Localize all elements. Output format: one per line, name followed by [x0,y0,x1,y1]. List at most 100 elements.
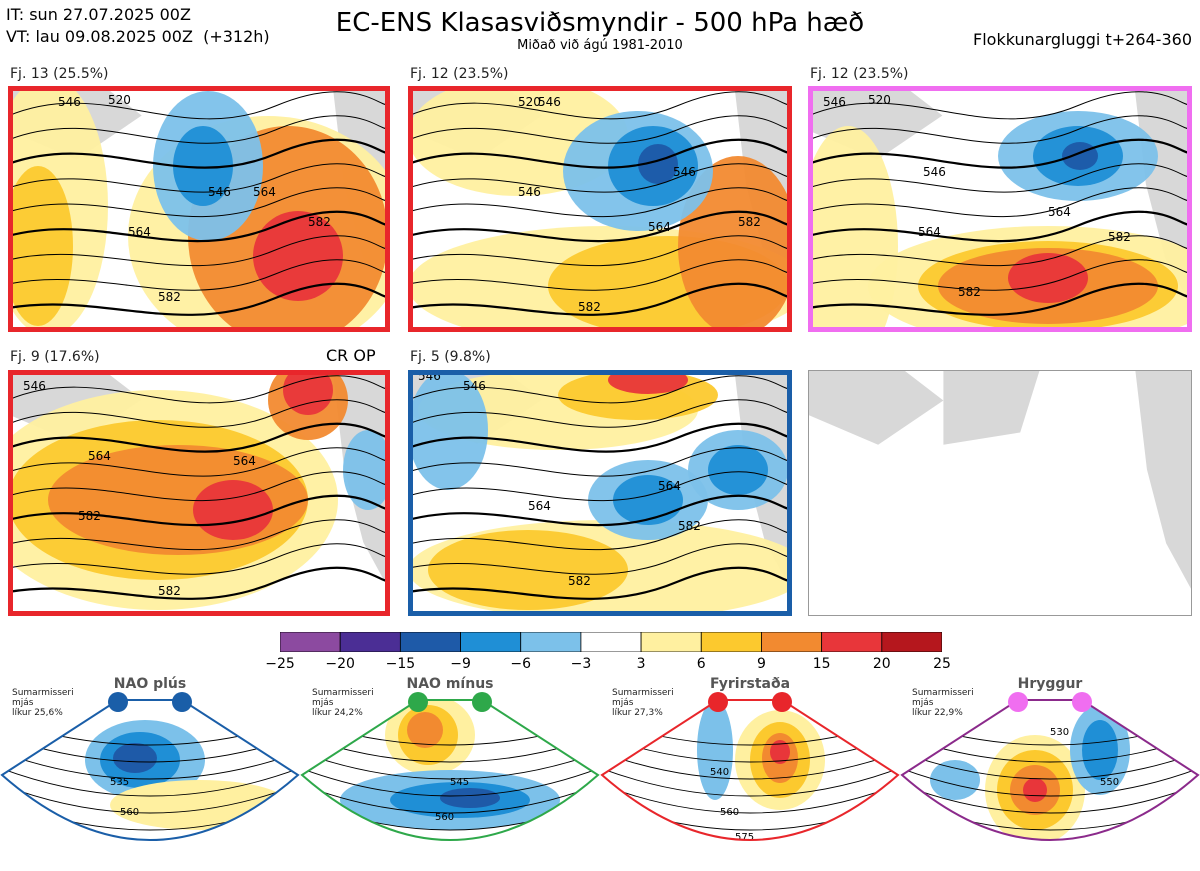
regime-info: mjás [612,698,634,708]
contour-label: 575 [445,847,464,858]
regime-dot [1072,692,1092,712]
height-contour [8,399,390,428]
anomaly-area [408,370,488,490]
anomaly-area [343,430,390,510]
colorbar-tick-label: −15 [385,656,416,672]
contour-label: 582 [568,574,591,588]
regime-border [600,699,900,841]
regime-info: mjás [12,698,34,708]
contour-label: 546 [208,185,231,199]
colorbar-segment [580,631,642,653]
height-contour [408,494,792,527]
height-contour [808,235,1192,267]
height-contour [302,783,598,814]
contour-label: 575 [735,832,754,843]
height-contour [408,375,792,404]
height-contour [602,783,898,814]
colorbar-segment [640,631,702,653]
page-title: EC-ENS Klasasviðsmyndir - 500 hPa hæð [335,8,865,38]
regime-border [900,699,1200,841]
height-contour [8,115,390,144]
contour-label: 582 [678,519,701,533]
cluster-panel-2: 546 520 546 546 564 582 582 [408,86,792,332]
colorbar-svg [279,631,943,653]
regime-name: Fyrirstaða [709,676,791,692]
height-contour [408,543,792,575]
anomaly-area [1008,253,1088,303]
contour-label: 564 [1048,205,1071,219]
contour-label: 520 [518,95,541,109]
contour-label: 582 [738,215,761,229]
colorbar-tick-label: −20 [325,656,355,672]
contour-label: 582 [158,584,181,598]
anomaly-area [708,445,768,495]
contour-label: 564 [528,499,551,513]
height-contour [808,91,1192,120]
height-contour [302,751,598,780]
regime-dot [108,692,128,712]
anomaly-area [173,126,233,206]
anomaly-area [613,475,683,525]
height-contour [2,751,298,780]
contour-label: 520 [108,93,131,107]
contour-label: 546 [23,379,46,393]
contour-label: 546 [823,95,846,109]
colorbar-tick-label: −25 [265,656,295,672]
colorbar-segment [520,631,582,653]
height-contour [808,210,1192,243]
contour-label: 560 [720,807,739,818]
regime-border [0,699,300,841]
height-contour [408,187,792,218]
height-contour [8,422,390,453]
contour-label: 564 [253,185,276,199]
height-contour [408,163,792,193]
valid-time: VT: lau 09.08.2025 00Z (+312h) [6,27,270,46]
height-contour [2,767,298,797]
header-info: IT: sun 27.07.2025 00Z VT: lau 09.08.202… [6,4,270,48]
height-contour [8,91,390,120]
height-contour [902,751,1198,780]
height-contour [8,210,390,243]
panel-border [408,86,792,332]
init-time: IT: sun 27.07.2025 00Z [6,5,191,24]
regime-info: líkur 22,9% [912,708,963,718]
contour-label: 564 [233,454,256,468]
colorbar-segment [881,631,943,653]
height-contour [8,519,390,551]
cluster-panel-3: 546 520 546 564 564 582 582 [808,86,1192,332]
height-contour [808,138,1192,169]
regime-fan: 545 560 575 [300,692,600,858]
contour-label: 564 [128,225,151,239]
cluster-panel-5: 546 546 564 564 582 582 [408,370,792,616]
colorbar [279,631,943,653]
height-contour [8,494,390,527]
anomaly-area [770,740,790,764]
height-contour [408,91,792,120]
contour-label: 564 [88,449,111,463]
regime-fan: 530 550 575 [900,692,1200,841]
height-contour [8,282,390,316]
height-contour [902,783,1198,814]
land-area [8,86,390,308]
colorbar-segment [700,631,762,653]
height-contour [408,566,792,600]
cluster-panel-4: 546 564 564 582 582 [8,370,390,616]
height-contour [8,187,390,218]
contour-label: 545 [450,777,469,788]
colorbar-tick-label: 15 [812,656,831,672]
panel-map: 546 520 546 564 564 582 582 [808,86,1192,332]
colorbar-tick-label: −3 [570,656,592,672]
regime-dot [708,692,728,712]
panel-4-extra-label: CR OP [326,346,376,365]
height-contour [302,767,598,797]
contour-label: 535 [110,777,129,788]
land-area [809,371,1191,589]
colorbar-tick-label: −6 [510,656,532,672]
anomaly-area [440,788,500,808]
height-contour [408,519,792,551]
height-contour [408,115,792,144]
colorbar-tick-label: −9 [450,656,471,672]
anomaly-area [283,370,333,415]
height-contour [602,751,898,780]
